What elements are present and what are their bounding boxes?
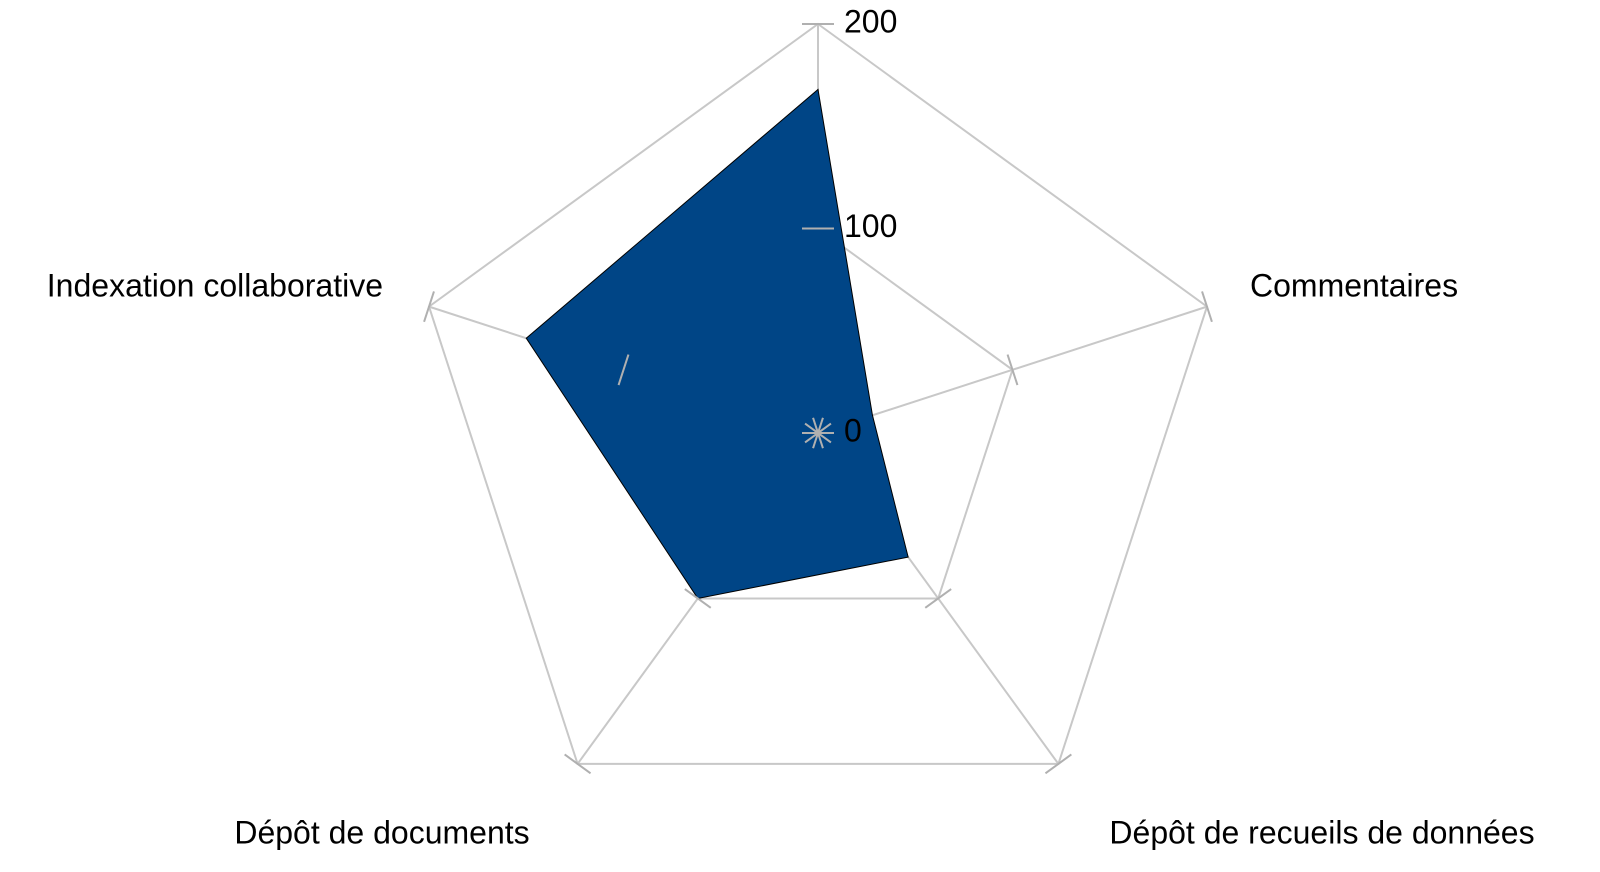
- category-label: Commentaires: [1250, 267, 1458, 303]
- category-label: Indexation collaborative: [47, 267, 383, 303]
- r-tick-label: 200: [844, 3, 897, 39]
- tick-mark: [684, 588, 712, 609]
- r-tick-label: 0: [844, 412, 862, 448]
- radar-area: [525, 88, 909, 599]
- tick-mark: [924, 588, 952, 609]
- tick-mark: [1201, 291, 1213, 323]
- grid-ring: [427, 22, 1209, 765]
- tick-mark: [1044, 753, 1072, 775]
- tick-mark: [564, 753, 592, 775]
- category-label: Dépôt de documents: [234, 814, 529, 850]
- tick-mark: [812, 417, 824, 449]
- category-label: Dépôt de recueils de données: [1109, 814, 1534, 850]
- tick-mark: [617, 354, 630, 386]
- r-tick-label: 100: [844, 208, 897, 244]
- tick-mark: [1006, 354, 1019, 386]
- tick-mark: [423, 291, 435, 323]
